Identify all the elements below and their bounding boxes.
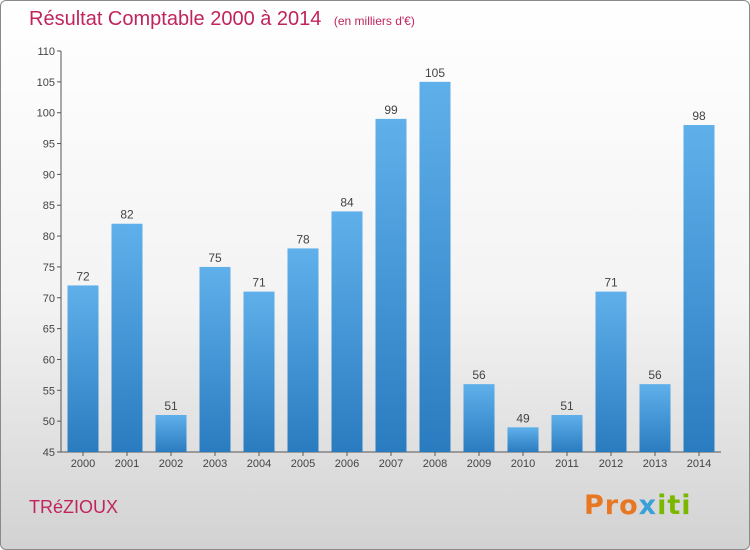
data-label-2011: 51 <box>560 399 574 413</box>
bar-2000 <box>67 285 99 452</box>
bar-2010 <box>507 427 539 452</box>
logo-part-3: iti <box>657 490 692 521</box>
data-label-2001: 82 <box>120 208 134 222</box>
x-tick-label-2009: 2009 <box>467 458 491 470</box>
data-label-2010: 49 <box>516 411 530 425</box>
x-tick-label-2000: 2000 <box>71 458 95 470</box>
x-tick-label-2001: 2001 <box>115 458 139 470</box>
bar-2005 <box>287 248 319 452</box>
bar-2003 <box>199 266 231 452</box>
data-label-2007: 99 <box>384 103 398 117</box>
logo-part-2: x <box>638 490 658 521</box>
y-tick-label: 70 <box>43 293 55 305</box>
bar-2014 <box>683 125 715 453</box>
bar-2012 <box>595 291 627 452</box>
x-tick-label-2005: 2005 <box>291 458 315 470</box>
y-tick-label: 85 <box>43 200 55 212</box>
x-tick-label-2011: 2011 <box>555 458 579 470</box>
x-tick-label-2002: 2002 <box>159 458 183 470</box>
y-tick-label: 110 <box>37 46 55 58</box>
y-tick-label: 60 <box>43 354 55 366</box>
logo-part-1: Pro <box>584 490 639 521</box>
title-unit: (en milliers d'€) <box>333 14 415 28</box>
x-tick-label-2014: 2014 <box>687 458 711 470</box>
bar-2006 <box>331 211 363 452</box>
x-tick-label-2007: 2007 <box>379 458 403 470</box>
data-label-2003: 75 <box>208 251 222 265</box>
x-tick-label-2012: 2012 <box>599 458 623 470</box>
bar-2002 <box>155 414 187 452</box>
data-label-2006: 84 <box>340 195 354 209</box>
x-tick-label-2008: 2008 <box>423 458 447 470</box>
bar-2008 <box>419 81 451 452</box>
bar-2001 <box>111 223 143 452</box>
proxiti-logo: Proxiti <box>584 490 692 521</box>
chart-bars <box>67 81 715 453</box>
bar-2007 <box>375 118 407 452</box>
y-tick-label: 45 <box>43 447 55 459</box>
bar-2004 <box>243 291 275 452</box>
y-tick-label: 90 <box>43 169 55 181</box>
y-tick-label: 105 <box>37 77 55 89</box>
x-tick-label-2010: 2010 <box>511 458 535 470</box>
y-tick-label: 100 <box>37 108 55 120</box>
y-tick-label: 55 <box>43 385 55 397</box>
data-label-2000: 72 <box>76 269 90 283</box>
x-tick-label-2006: 2006 <box>335 458 359 470</box>
x-tick-label-2013: 2013 <box>643 458 667 470</box>
data-label-2009: 56 <box>472 368 486 382</box>
y-tick-label: 75 <box>43 262 55 274</box>
bar-2013 <box>639 384 671 452</box>
data-label-2012: 71 <box>604 276 618 290</box>
data-label-2014: 98 <box>692 109 706 123</box>
y-tick-label: 50 <box>43 416 55 428</box>
data-label-2013: 56 <box>648 368 662 382</box>
bar-2011 <box>551 414 583 452</box>
y-tick-label: 80 <box>43 231 55 243</box>
commune-name: TRéZIOUX <box>29 497 119 517</box>
data-label-2004: 71 <box>252 276 266 290</box>
bar-2009 <box>463 384 495 452</box>
data-label-2005: 78 <box>296 232 310 246</box>
chart-title: Résultat Comptable 2000 à 2014 (en milli… <box>29 8 415 31</box>
title-text: Résultat Comptable 2000 à 2014 <box>29 8 322 30</box>
y-tick-label: 65 <box>43 324 55 336</box>
x-tick-label-2003: 2003 <box>203 458 227 470</box>
y-tick-label: 95 <box>43 139 55 151</box>
data-label-2008: 105 <box>425 66 445 80</box>
x-tick-label-2004: 2004 <box>247 458 271 470</box>
data-label-2002: 51 <box>164 399 178 413</box>
chart-labels: 72 82 51 75 71 78 84 99 105 56 49 51 71 56 98 <box>76 66 706 425</box>
